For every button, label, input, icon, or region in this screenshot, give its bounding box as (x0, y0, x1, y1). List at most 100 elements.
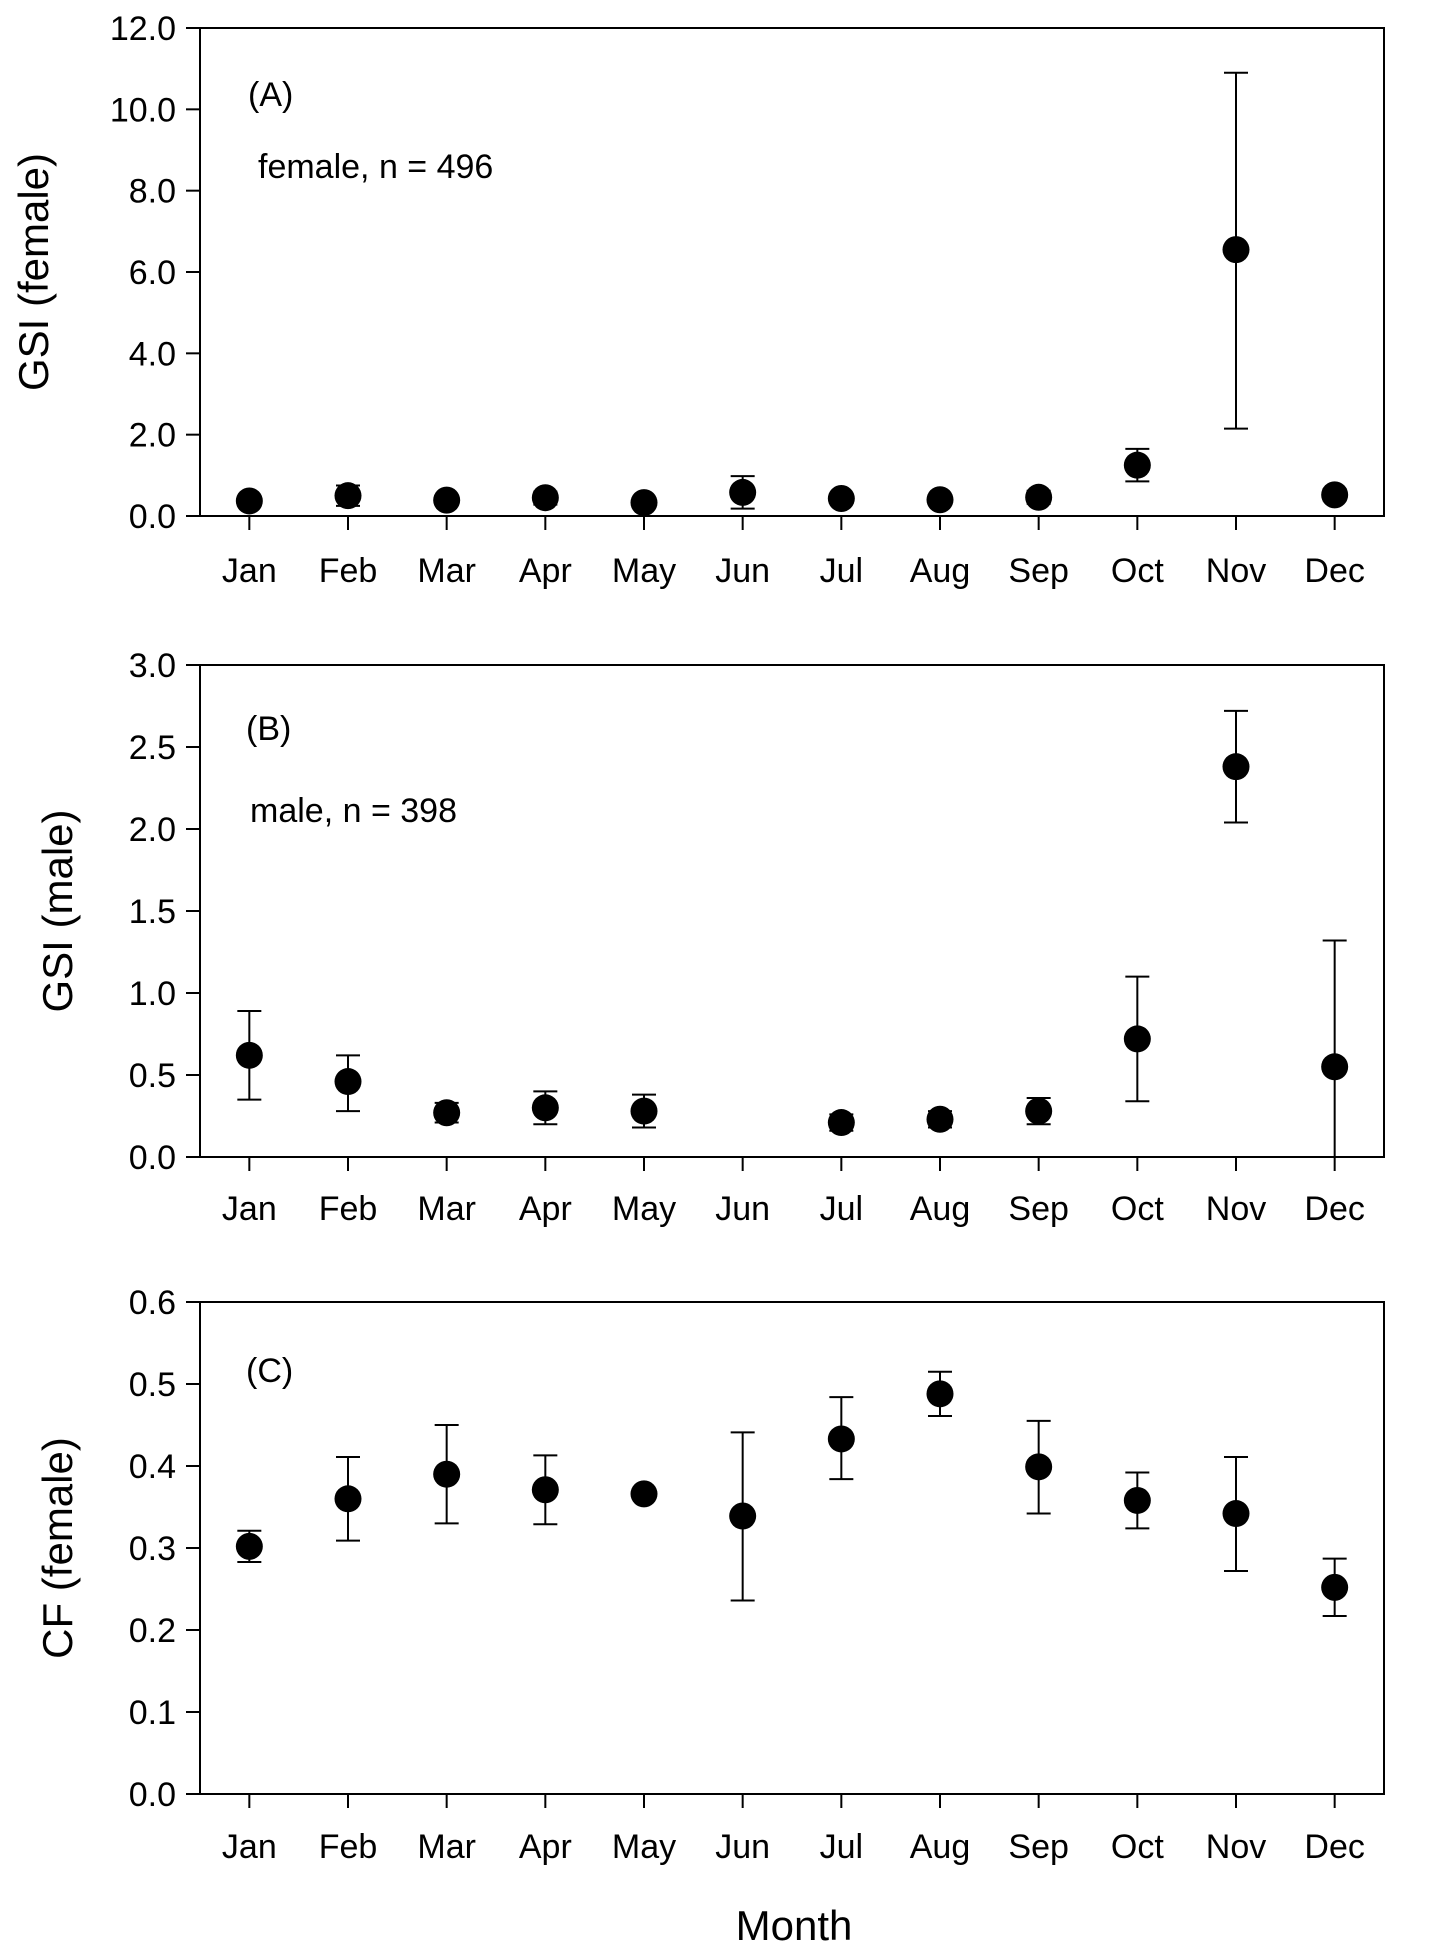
chart-panel-3: 0.0 0.1 0.2 0.3 0.4 0.5 0.6 Jan Feb Mar Apr May Jun J… (34, 1284, 1385, 1866)
y-tick-label: 0.5 (129, 1057, 176, 1095)
x-tick-label: Jul (820, 1828, 863, 1866)
y-tick-label: 4.0 (129, 335, 176, 373)
data-point (531, 484, 559, 512)
y-tick-label: 2.0 (129, 811, 176, 849)
y-tick-label: 2.0 (129, 417, 176, 455)
chart-panel-1: 0.0 2.0 4.0 6.0 8.0 10.0 12.0 Jan Feb Mar Apr May Ju… (10, 10, 1385, 590)
x-tick-label: May (612, 1828, 676, 1866)
y-tick-label: 2.5 (129, 729, 176, 767)
y-tick-label: 0.2 (129, 1612, 176, 1650)
x-tick-label: Oct (1111, 1190, 1164, 1228)
x-tick-label: Jan (222, 1190, 277, 1228)
x-tick-label: Oct (1111, 552, 1164, 590)
x-tick-label: Mar (417, 1190, 476, 1228)
data-point (1025, 1097, 1053, 1125)
x-tick-label: Apr (519, 552, 572, 590)
x-tick-label: Sep (1008, 1190, 1069, 1228)
x-axis-title: Month (736, 1902, 853, 1949)
x-tick-label: May (612, 552, 676, 590)
y-tick-label: 0.3 (129, 1530, 176, 1568)
x-tick-label: Dec (1304, 552, 1364, 590)
x-tick-label: Oct (1111, 1828, 1164, 1866)
x-tick-label: Feb (319, 1190, 378, 1228)
data-point (630, 1480, 658, 1508)
data-point (926, 486, 954, 514)
data-point (1321, 481, 1349, 509)
x-tick-label: Jul (820, 1190, 863, 1228)
y-tick-label: 8.0 (129, 173, 176, 211)
chart-panel-2: 0.0 0.5 1.0 1.5 2.0 2.5 3.0 Jan Feb Mar Apr May Jun J… (34, 647, 1385, 1228)
data-point (1321, 1053, 1349, 1081)
data-point (334, 482, 362, 510)
x-tick-label: Jan (222, 1828, 277, 1866)
panel-label: (C) (246, 1352, 293, 1390)
data-point (1025, 483, 1053, 511)
y-tick-label: 0.0 (129, 1776, 176, 1814)
data-point (1222, 1500, 1250, 1528)
x-tick-label: Nov (1206, 1828, 1266, 1866)
data-point (433, 486, 461, 514)
data-point (531, 1094, 559, 1122)
panel-label: (A) (248, 76, 293, 114)
data-point (729, 478, 757, 506)
y-tick-label: 1.5 (129, 893, 176, 931)
y-tick-label: 0.0 (129, 498, 176, 536)
x-tick-label: Jul (820, 552, 863, 590)
data-point (1123, 1025, 1151, 1053)
y-tick-label: 0.4 (129, 1448, 176, 1486)
panel-annotation: male, n = 398 (250, 792, 457, 830)
data-point (334, 1485, 362, 1513)
data-point (235, 1041, 263, 1069)
x-tick-label: Dec (1304, 1190, 1364, 1228)
data-point (235, 487, 263, 515)
data-point (630, 1097, 658, 1125)
y-tick-label: 1.0 (129, 975, 176, 1013)
data-point (1123, 451, 1151, 479)
data-point (433, 1099, 461, 1127)
x-tick-label: Jun (715, 1190, 770, 1228)
data-point (630, 489, 658, 517)
y-tick-label: 12.0 (110, 10, 176, 48)
y-tick-label: 0.5 (129, 1366, 176, 1404)
y-tick-label: 0.6 (129, 1284, 176, 1322)
data-point (729, 1502, 757, 1530)
x-tick-label: Apr (519, 1190, 572, 1228)
x-tick-label: Dec (1304, 1828, 1364, 1866)
data-point (433, 1460, 461, 1488)
x-tick-label: Feb (319, 552, 378, 590)
panel-annotation: female, n = 496 (258, 148, 493, 186)
y-tick-label: 3.0 (129, 647, 176, 685)
x-tick-label: Feb (319, 1828, 378, 1866)
x-tick-label: Sep (1008, 552, 1069, 590)
data-point (926, 1380, 954, 1408)
y-axis-title: GSI (male) (34, 809, 81, 1012)
data-point (1123, 1486, 1151, 1514)
x-tick-label: Jan (222, 552, 277, 590)
plot-frame (199, 1301, 1385, 1795)
x-tick-label: Mar (417, 1828, 476, 1866)
data-point (1222, 236, 1250, 264)
plot-frame (199, 27, 1385, 517)
data-point (235, 1532, 263, 1560)
x-tick-label: Apr (519, 1828, 572, 1866)
plot-frame (199, 664, 1385, 1158)
data-point (334, 1068, 362, 1096)
data-point (1321, 1573, 1349, 1601)
x-tick-label: Aug (910, 552, 971, 590)
y-axis-title: GSI (female) (10, 153, 57, 391)
data-point (1025, 1453, 1053, 1481)
x-tick-label: Nov (1206, 1190, 1266, 1228)
data-point (926, 1105, 954, 1133)
x-tick-label: Jun (715, 1828, 770, 1866)
panel-label: (B) (246, 710, 291, 748)
data-point (1222, 753, 1250, 781)
y-tick-label: 6.0 (129, 254, 176, 292)
y-tick-label: 0.0 (129, 1139, 176, 1177)
data-point (827, 1109, 855, 1137)
x-tick-label: Mar (417, 552, 476, 590)
x-tick-label: Sep (1008, 1828, 1069, 1866)
data-point (827, 1425, 855, 1453)
x-tick-label: Aug (910, 1190, 971, 1228)
y-axis-title: CF (female) (34, 1437, 81, 1659)
